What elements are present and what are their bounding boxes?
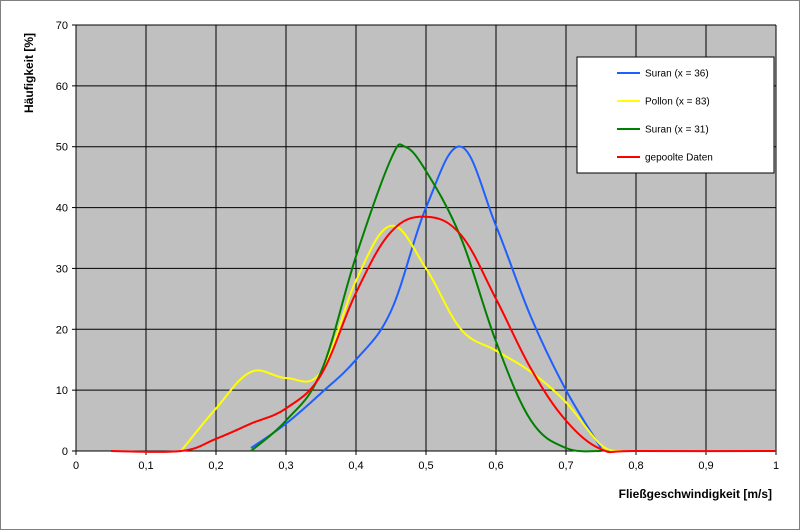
legend-label: Pollon (x = 83) — [645, 97, 710, 108]
series-line-3 — [250, 143, 602, 453]
y-tick-label: 60 — [56, 81, 68, 93]
legend-label: gepoolte Daten — [645, 153, 713, 164]
y-tick-label: 50 — [56, 142, 68, 154]
y-tick-labels: 0 10 20 30 40 50 60 70 — [56, 20, 68, 458]
x-tick-label: 1 — [773, 460, 779, 472]
x-tick-label: 0,1 — [138, 460, 153, 472]
x-axis-title: Fließgeschwindigkeit [m/s] — [619, 487, 772, 501]
series-lines — [110, 143, 777, 454]
y-tick-label: 70 — [56, 20, 68, 32]
y-tick-label: 0 — [62, 446, 68, 458]
legend-box — [576, 56, 775, 174]
y-tick-label: 10 — [56, 385, 68, 397]
x-tick-label: 0,2 — [208, 460, 223, 472]
legend-label: Suran (x = 36) — [645, 69, 709, 80]
x-tick-label: 0 — [73, 460, 79, 472]
y-tick-label: 20 — [56, 324, 68, 336]
y-tick-label: 30 — [56, 263, 68, 275]
x-tick-label: 0,8 — [628, 460, 643, 472]
y-tick-label: 40 — [56, 203, 68, 215]
series-line-2 — [180, 224, 623, 452]
y-axis-title: Häufigkeit [%] — [22, 33, 36, 113]
x-tick-label: 0,5 — [418, 460, 433, 472]
x-tick-label: 0,6 — [488, 460, 503, 472]
series-line-4 — [110, 215, 777, 454]
x-tick-label: 0,7 — [558, 460, 573, 472]
x-tick-label: 0,3 — [278, 460, 293, 472]
x-tick-labels: 0 0,1 0,2 0,3 0,4 0,5 0,6 0,7 0,8 0,9 1 — [73, 460, 779, 472]
legend-label: Suran (x = 31) — [645, 125, 709, 136]
x-tick-label: 0,9 — [698, 460, 713, 472]
series-line-1 — [250, 145, 602, 449]
legend: Suran (x = 36) Pollon (x = 83) Suran (x = … — [576, 56, 775, 174]
x-tick-label: 0,4 — [348, 460, 363, 472]
